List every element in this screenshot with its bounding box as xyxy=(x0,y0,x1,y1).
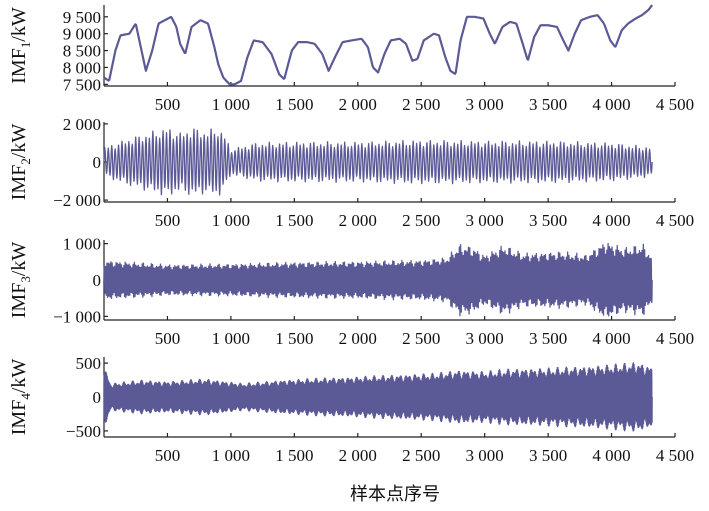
x-tick-label-imf1: 3 500 xyxy=(529,95,567,114)
y-axis-label-imf2: IMF2/kW xyxy=(8,124,33,201)
x-axis-label: 样本点序号 xyxy=(350,484,440,505)
panel-imf3: −1 000 0 1 000 500 1 000 1 500 2 000 2 500 3 000… xyxy=(8,235,694,348)
y-axis-label-imf1: IMF1/kW xyxy=(8,7,33,84)
x-tick-label-imf4: 2 000 xyxy=(339,446,377,465)
x-tick-label-imf2: 3 500 xyxy=(529,211,567,230)
x-tick-label-imf2: 4 500 xyxy=(656,211,694,230)
x-tick-label-imf3: 2 500 xyxy=(402,329,440,348)
y-tick-label-imf1: 8 500 xyxy=(63,42,101,61)
x-tick-label-imf4: 500 xyxy=(155,446,181,465)
x-tick-label-imf1: 1 000 xyxy=(212,95,250,114)
y-tick-label-imf1: 9 000 xyxy=(63,25,101,44)
x-tick-label-imf2: 2 000 xyxy=(339,211,377,230)
y-tick-label-imf4: −500 xyxy=(66,422,101,441)
x-tick-label-imf2: 4 000 xyxy=(592,211,630,230)
series-line-imf2 xyxy=(103,128,653,196)
x-tick-label-imf1: 4 500 xyxy=(656,95,694,114)
x-tick-label-imf3: 1 000 xyxy=(212,329,250,348)
y-tick-label-imf2: 2 000 xyxy=(63,115,101,134)
x-tick-label-imf4: 3 500 xyxy=(529,446,567,465)
y-tick-label-imf3: −1 000 xyxy=(53,307,101,326)
x-tick-label-imf4: 4 000 xyxy=(592,446,630,465)
y-tick-label-imf2: 0 xyxy=(93,153,102,172)
x-tick-label-imf1: 2 500 xyxy=(402,95,440,114)
x-tick-label-imf1: 4 000 xyxy=(592,95,630,114)
x-tick-label-imf1: 3 000 xyxy=(466,95,504,114)
x-tick-label-imf2: 2 500 xyxy=(402,211,440,230)
x-tick-label-imf4: 1 000 xyxy=(212,446,250,465)
x-tick-label-imf3: 3 000 xyxy=(466,329,504,348)
x-tick-label-imf1: 2 000 xyxy=(339,95,377,114)
x-tick-label-imf2: 500 xyxy=(155,211,181,230)
y-tick-label-imf4: 500 xyxy=(76,354,102,373)
y-tick-label-imf4: 0 xyxy=(93,388,102,407)
x-tick-label-imf2: 3 000 xyxy=(466,211,504,230)
y-tick-label-imf2: −2 000 xyxy=(53,191,101,210)
x-tick-label-imf2: 1 500 xyxy=(275,211,313,230)
x-tick-label-imf4: 1 500 xyxy=(275,446,313,465)
series-line-imf1 xyxy=(103,4,654,86)
y-tick-label-imf3: 1 000 xyxy=(63,235,101,254)
series-line-imf3 xyxy=(103,242,653,317)
panel-imf2: −2 000 0 2 000 500 1 000 1 500 2 000 2 500 3 000… xyxy=(8,115,694,230)
y-axis-label-imf4: IMF4/kW xyxy=(8,359,33,436)
y-axis-label-imf3: IMF3/kW xyxy=(8,242,33,319)
x-tick-label-imf3: 4 500 xyxy=(656,329,694,348)
x-tick-label-imf4: 4 500 xyxy=(656,446,694,465)
y-tick-label-imf1: 9 500 xyxy=(63,8,101,27)
y-tick-label-imf1: 8 000 xyxy=(63,58,101,77)
x-tick-label-imf1: 500 xyxy=(155,95,181,114)
x-tick-label-imf1: 1 500 xyxy=(275,95,313,114)
y-tick-label-imf3: 0 xyxy=(93,271,102,290)
x-tick-label-imf3: 3 500 xyxy=(529,329,567,348)
x-tick-label-imf4: 3 000 xyxy=(466,446,504,465)
x-tick-label-imf2: 1 000 xyxy=(212,211,250,230)
panel-imf4: −500 0 500 500 1 000 1 500 2 000 2 500 3 000 3 50… xyxy=(8,354,694,465)
y-tick-label-imf1: 7 500 xyxy=(63,75,101,94)
x-tick-label-imf3: 4 000 xyxy=(592,329,630,348)
x-tick-label-imf4: 2 500 xyxy=(402,446,440,465)
series-line-imf4 xyxy=(103,362,653,432)
x-tick-label-imf3: 500 xyxy=(155,329,181,348)
x-tick-label-imf3: 2 000 xyxy=(339,329,377,348)
x-tick-label-imf3: 1 500 xyxy=(275,329,313,348)
